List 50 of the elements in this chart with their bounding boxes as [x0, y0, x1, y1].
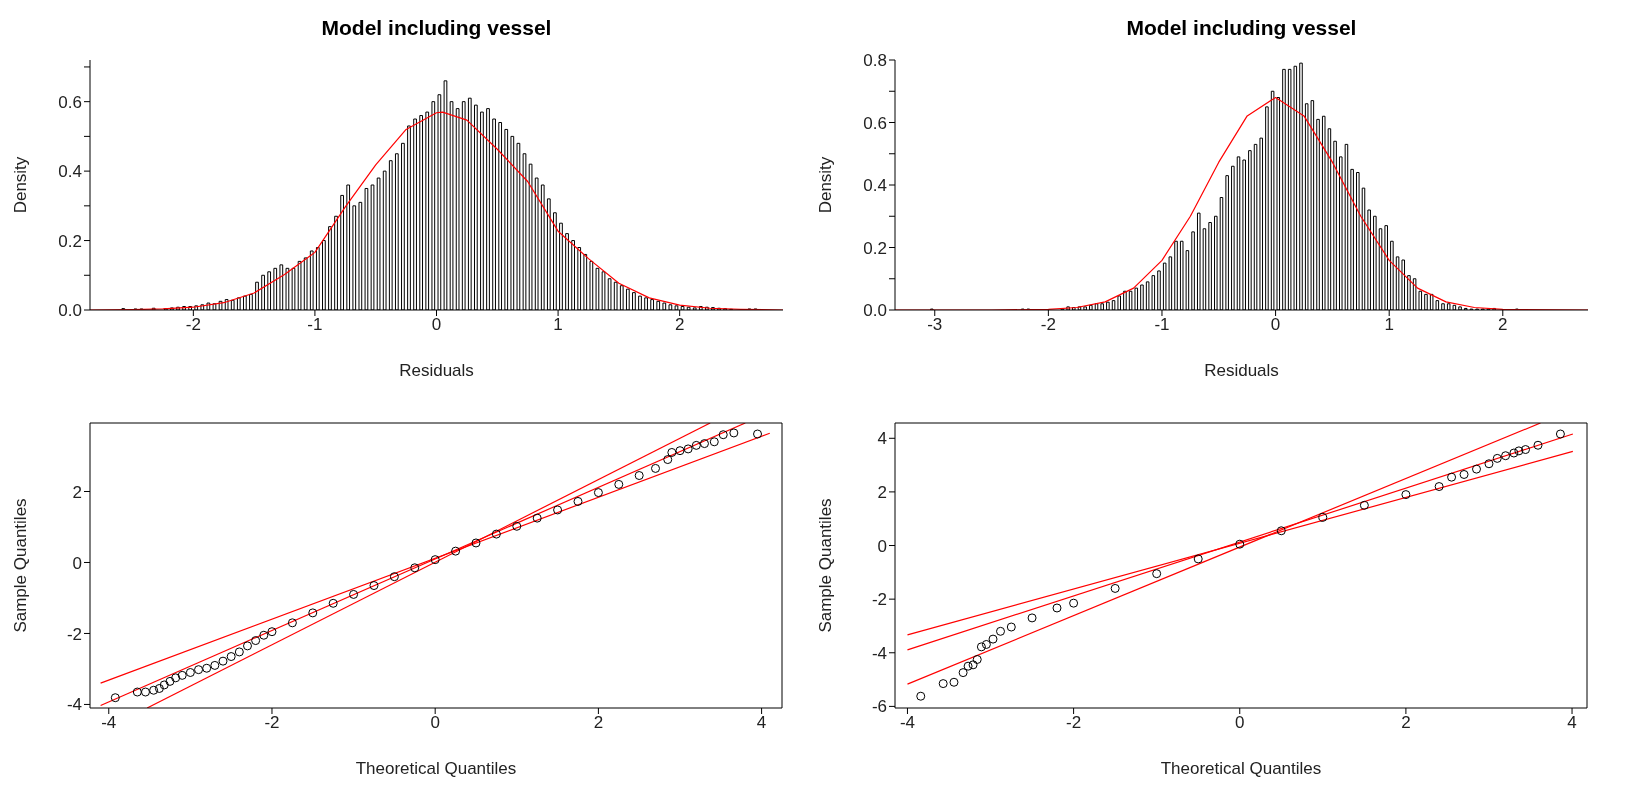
x-tick-label: 0 — [430, 713, 440, 733]
y-axis-title: Density — [11, 156, 31, 214]
y-tick-label: -4 — [66, 695, 82, 715]
x-tick-label: 2 — [674, 315, 685, 335]
x-tick-label: -1 — [307, 315, 323, 335]
y-tick-label: 0 — [72, 553, 82, 573]
x-tick-label: 2 — [593, 713, 604, 733]
y-tick-label: 0 — [877, 536, 887, 556]
y-tick-label: 0.6 — [58, 92, 82, 112]
y-tick-label: 0.4 — [58, 162, 82, 182]
y-tick-label: 0.0 — [58, 301, 82, 321]
y-tick-label: 0.8 — [863, 51, 887, 71]
x-axis-title: Residuals — [399, 361, 474, 380]
x-axis-title: Residuals — [1204, 361, 1279, 380]
y-tick-label: -2 — [66, 624, 82, 644]
x-tick-label: 0 — [431, 315, 442, 335]
x-tick-label: 4 — [1567, 713, 1577, 733]
x-tick-label: 1 — [553, 315, 563, 335]
chart-title: Model including vessel — [320, 16, 553, 40]
x-tick-label: -2 — [185, 315, 201, 335]
x-tick-label: 0 — [1235, 713, 1245, 733]
y-tick-label: 0.2 — [863, 238, 887, 258]
y-tick-label: -6 — [871, 697, 887, 717]
x-tick-label: 2 — [1498, 315, 1508, 335]
x-tick-label: -2 — [1040, 315, 1056, 335]
x-tick-label: 0 — [1270, 315, 1281, 335]
x-axis-title: Theoretical Quantiles — [1160, 759, 1322, 778]
x-tick-label: 2 — [1401, 713, 1411, 733]
y-tick-label: 0.0 — [863, 301, 887, 321]
y-axis-title: Density — [816, 156, 836, 214]
x-tick-label: 4 — [756, 713, 767, 733]
y-tick-label: 2 — [72, 482, 82, 502]
y-tick-label: 0.2 — [58, 231, 82, 251]
x-tick-label: -1 — [1154, 315, 1170, 335]
y-tick-label: 2 — [877, 482, 887, 502]
x-tick-label: -2 — [1066, 713, 1082, 733]
y-tick-label: 4 — [877, 429, 887, 449]
y-tick-label: -4 — [871, 643, 887, 663]
x-tick-label: -4 — [899, 713, 916, 733]
y-tick-label: 0.6 — [863, 113, 887, 133]
x-tick-label: -2 — [264, 713, 280, 733]
x-tick-label: -4 — [101, 713, 117, 733]
y-tick-label: -2 — [871, 590, 887, 610]
y-tick-label: 0.4 — [863, 176, 887, 196]
x-axis-title: Theoretical Quantiles — [355, 759, 517, 778]
chart-title: Model including vessel — [1125, 16, 1358, 40]
y-axis-title: Sample Quantiles — [816, 498, 836, 633]
y-axis-title: Sample Quantiles — [11, 498, 31, 633]
x-tick-label: 1 — [1384, 315, 1394, 335]
x-tick-label: -3 — [927, 315, 943, 335]
